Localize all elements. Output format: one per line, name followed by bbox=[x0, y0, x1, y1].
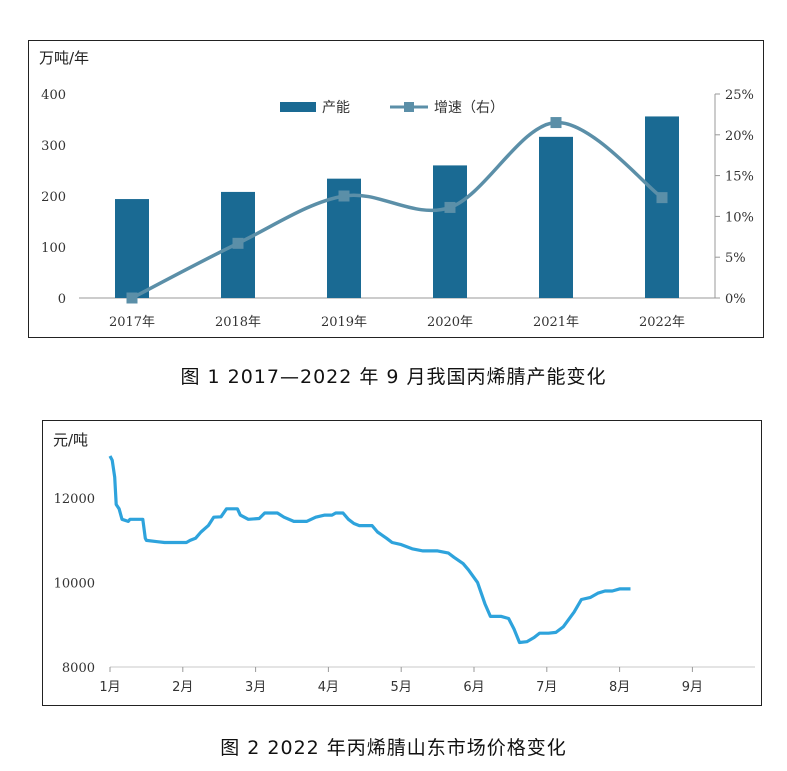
capacity-bar bbox=[115, 199, 149, 298]
figure1-caption: 图 1 2017—2022 年 9 月我国丙烯腈产能变化 bbox=[180, 366, 607, 388]
y-axis-unit-label: 万吨/年 bbox=[39, 49, 89, 67]
x-tick-label: 1月 bbox=[99, 680, 120, 695]
x-tick-label: 2021年 bbox=[533, 315, 579, 330]
y-tick-label: 12000 bbox=[54, 492, 95, 507]
price-chart-panel: 元/吨 8000 10000 12000 1月 2月 3月 4月 5月 6月 7月 8月 9月 bbox=[42, 420, 762, 706]
growth-rate-marker bbox=[656, 192, 668, 204]
figure2-caption: 图 2 2022 年丙烯腈山东市场价格变化 bbox=[220, 737, 567, 759]
y-tick-label: 200 bbox=[41, 190, 66, 205]
x-tick-label: 2020年 bbox=[427, 315, 473, 330]
x-tick-label: 2018年 bbox=[215, 315, 261, 330]
y-tick-label: 400 bbox=[41, 88, 66, 103]
y-tick-label: 100 bbox=[41, 241, 66, 256]
price-line bbox=[108, 455, 631, 645]
x-tick-label: 7月 bbox=[536, 680, 557, 695]
y2-tick-label: 15% bbox=[725, 170, 754, 185]
capacity-bar bbox=[433, 165, 467, 298]
x-tick-label: 6月 bbox=[463, 680, 484, 695]
x-tick-label: 5月 bbox=[391, 680, 412, 695]
x-tick-label: 8月 bbox=[609, 680, 630, 695]
growth-rate-marker bbox=[338, 190, 350, 202]
x-tick-label: 2022年 bbox=[639, 315, 685, 330]
y2-tick-label: 25% bbox=[725, 88, 754, 103]
x-tick-label: 9月 bbox=[682, 680, 703, 695]
capacity-chart-panel: 万吨/年 0 100 200 300 400 0% 5% 10% 15% 20% 25% 2017年 20… bbox=[28, 40, 764, 338]
y2-tick-label: 10% bbox=[725, 210, 754, 225]
y-tick-label: 8000 bbox=[62, 661, 95, 676]
y-tick-label: 0 bbox=[58, 292, 66, 307]
x-tick-label: 2月 bbox=[172, 680, 193, 695]
growth-rate-marker bbox=[126, 292, 138, 304]
growth-rate-line bbox=[131, 120, 664, 300]
legend-marker-growth bbox=[404, 102, 414, 112]
y2-tick-label: 5% bbox=[725, 251, 746, 266]
growth-rate-marker bbox=[232, 237, 244, 249]
y-tick-label: 10000 bbox=[54, 577, 95, 592]
capacity-bar bbox=[539, 136, 573, 298]
y2-tick-label: 0% bbox=[725, 292, 746, 307]
x-tick-label: 2019年 bbox=[321, 315, 367, 330]
x-tick-label: 4月 bbox=[318, 680, 339, 695]
y2-tick-label: 20% bbox=[725, 129, 754, 144]
growth-rate-marker bbox=[444, 201, 456, 213]
capacity-chart: 万吨/年 0 100 200 300 400 0% 5% 10% 15% 20% 25% 2017年 20… bbox=[39, 49, 754, 330]
y-tick-label: 300 bbox=[41, 139, 66, 154]
legend-swatch-capacity bbox=[280, 102, 316, 112]
price-chart: 元/吨 8000 10000 12000 1月 2月 3月 4月 5月 6月 7月 8月 9月 bbox=[53, 431, 755, 695]
legend-label-capacity: 产能 bbox=[322, 100, 350, 116]
growth-rate-marker bbox=[550, 117, 562, 129]
x-tick-label: 2017年 bbox=[109, 315, 155, 330]
capacity-bar bbox=[645, 116, 679, 298]
y-axis-unit-label: 元/吨 bbox=[53, 431, 88, 449]
x-tick-label: 3月 bbox=[245, 680, 266, 695]
legend-label-growth: 增速（右） bbox=[434, 100, 504, 116]
